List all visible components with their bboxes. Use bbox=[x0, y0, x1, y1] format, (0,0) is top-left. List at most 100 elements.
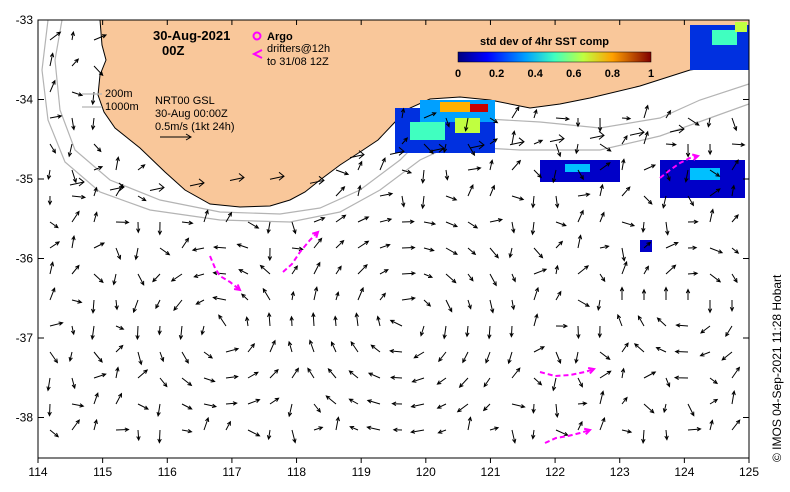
current-arrow bbox=[420, 169, 426, 184]
current-arrow bbox=[621, 396, 628, 405]
coastal-current-arrow bbox=[149, 183, 165, 192]
current-arrow bbox=[643, 371, 657, 379]
current-arrow bbox=[489, 117, 499, 124]
current-arrow bbox=[311, 312, 316, 327]
current-arrow bbox=[391, 401, 403, 406]
current-arrow bbox=[193, 273, 205, 278]
current-arrow bbox=[115, 392, 123, 405]
current-arrow bbox=[401, 137, 409, 145]
current-arrow bbox=[641, 429, 646, 444]
current-arrow bbox=[203, 377, 216, 383]
current-arrow bbox=[619, 286, 625, 300]
current-arrow bbox=[599, 211, 605, 223]
current-arrow bbox=[507, 351, 513, 365]
current-arrow bbox=[687, 271, 699, 276]
current-arrow bbox=[511, 273, 516, 283]
current-arrow bbox=[665, 221, 670, 236]
date-title: 30-Aug-2021 bbox=[153, 28, 230, 43]
current-arrow bbox=[49, 429, 60, 438]
current-arrow bbox=[687, 245, 698, 251]
x-tick-label: 125 bbox=[739, 465, 759, 479]
current-arrow bbox=[555, 240, 564, 249]
depth-1000-label: 1000m bbox=[105, 101, 139, 113]
y-tick-label: -38 bbox=[16, 411, 34, 425]
current-arrow bbox=[181, 429, 193, 434]
drifter-head bbox=[583, 427, 592, 435]
current-arrow bbox=[643, 265, 649, 275]
current-arrow bbox=[458, 377, 469, 388]
current-arrow bbox=[531, 429, 536, 440]
x-tick-label: 121 bbox=[480, 465, 500, 479]
current-arrow bbox=[136, 221, 141, 234]
current-arrow bbox=[93, 392, 99, 405]
current-arrow bbox=[423, 112, 437, 119]
current-arrow bbox=[71, 169, 77, 184]
current-arrow bbox=[555, 221, 567, 227]
current-arrow bbox=[181, 220, 194, 225]
current-arrow bbox=[247, 371, 259, 379]
current-arrow bbox=[643, 403, 655, 414]
current-arrow bbox=[114, 299, 119, 311]
current-arrow bbox=[533, 247, 544, 259]
current-arrow bbox=[511, 159, 522, 171]
x-tick-label: 116 bbox=[158, 465, 177, 479]
current-arrow bbox=[533, 346, 546, 353]
x-axis: 114 115 116 117 118 119 120 121 122 123 124 125 bbox=[28, 20, 759, 479]
current-arrow bbox=[511, 429, 517, 444]
current-arrow bbox=[335, 265, 342, 275]
current-arrow bbox=[115, 220, 130, 225]
current-arrow bbox=[709, 169, 721, 177]
current-arrow bbox=[467, 184, 474, 197]
current-arrow bbox=[156, 403, 161, 417]
current-arrow bbox=[637, 315, 645, 327]
current-arrow bbox=[731, 390, 736, 405]
depth-200-label: 200m bbox=[105, 88, 133, 100]
current-arrow bbox=[731, 273, 738, 284]
current-arrow bbox=[423, 273, 434, 278]
current-arrow bbox=[350, 341, 359, 353]
current-arrow bbox=[49, 114, 63, 119]
current-arrow bbox=[195, 299, 205, 305]
current-arrow bbox=[236, 243, 249, 249]
current-arrow bbox=[400, 107, 406, 119]
current-arrow bbox=[401, 195, 406, 208]
current-arrow bbox=[621, 116, 632, 121]
current-arrow bbox=[445, 273, 457, 284]
current-arrow bbox=[555, 116, 571, 121]
current-arrow bbox=[456, 403, 469, 413]
current-arrow bbox=[93, 373, 107, 379]
current-arrow bbox=[366, 425, 381, 431]
current-arrow bbox=[685, 288, 691, 300]
x-tick-label: 120 bbox=[416, 465, 436, 479]
current-arrow bbox=[597, 325, 602, 339]
current-arrow bbox=[709, 188, 721, 197]
coastal-current-arrow bbox=[269, 171, 285, 181]
current-arrow bbox=[68, 351, 73, 363]
coastal-current-arrow bbox=[429, 143, 445, 153]
current-arrow bbox=[67, 143, 73, 158]
current-arrow bbox=[349, 426, 359, 431]
x-tick-label: 124 bbox=[674, 465, 694, 479]
x-tick-label: 118 bbox=[287, 465, 306, 479]
current-arrow bbox=[444, 169, 450, 181]
drifter-track bbox=[282, 231, 319, 273]
current-arrow bbox=[731, 142, 746, 147]
current-arrow bbox=[599, 244, 610, 249]
current-arrow bbox=[731, 117, 738, 132]
current-arrow bbox=[71, 117, 76, 131]
sst-stddev-patches bbox=[395, 22, 749, 252]
current-arrow bbox=[599, 273, 606, 283]
colorbar-tick-label: 0.2 bbox=[489, 68, 504, 80]
current-arrow bbox=[731, 419, 741, 431]
current-arrow bbox=[489, 299, 495, 314]
current-arrow bbox=[136, 429, 141, 442]
current-arrow bbox=[115, 344, 124, 353]
current-arrow bbox=[574, 351, 579, 364]
current-arrow bbox=[554, 403, 560, 419]
current-arrow bbox=[731, 366, 741, 379]
contour-1000m bbox=[41, 20, 749, 223]
current-arrow bbox=[442, 143, 448, 154]
current-arrow bbox=[489, 426, 500, 431]
coastal-current-arrow bbox=[189, 178, 205, 188]
current-arrow bbox=[511, 367, 521, 379]
